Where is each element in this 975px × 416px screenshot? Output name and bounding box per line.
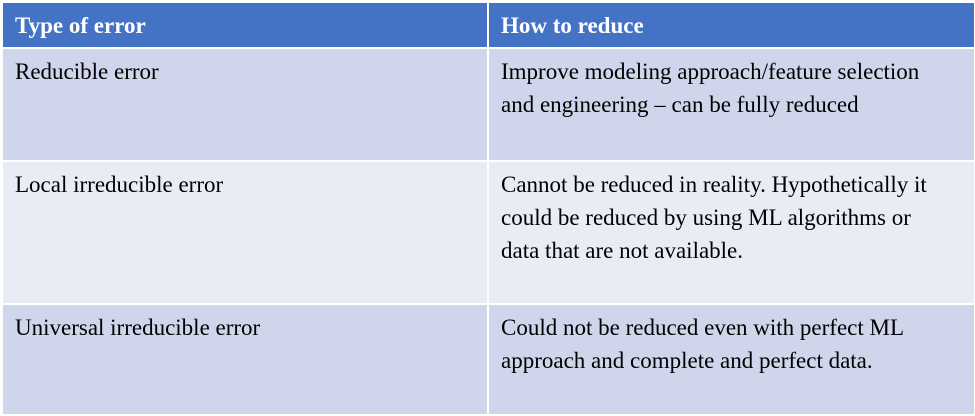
header-cell: Type of error (1, 1, 489, 49)
reduction-cell: Cannot be reduced in reality. Hypothetic… (487, 160, 975, 305)
error-type-cell: Local irreducible error (1, 160, 489, 305)
header-cell: How to reduce (487, 1, 975, 49)
error-type-cell: Universal irreducible error (1, 303, 489, 416)
reduction-cell: Could not be reduced even with perfect M… (487, 303, 975, 416)
header-row: Type of error How to reduce (1, 1, 975, 49)
error-type-cell: Reducible error (1, 47, 489, 162)
table-row: Universal irreducible error Could not be… (1, 303, 975, 416)
table-row: Reducible error Improve modeling approac… (1, 47, 975, 162)
reduction-cell: Improve modeling approach/feature select… (487, 47, 975, 162)
table-row: Local irreducible error Cannot be reduce… (1, 160, 975, 305)
